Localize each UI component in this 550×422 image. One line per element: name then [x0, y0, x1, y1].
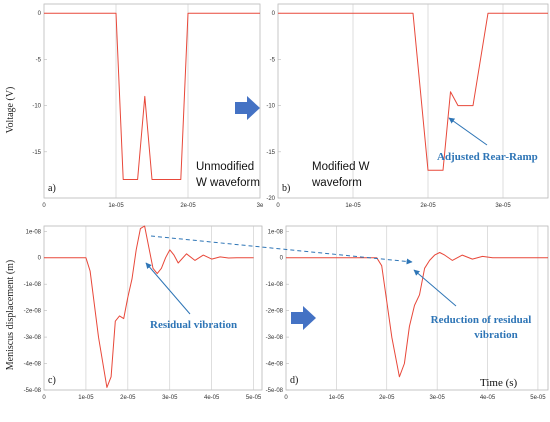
- x-tick-label: 0: [284, 395, 288, 401]
- panel-d: 0 1e-05 2e-05 3e-05 4e-05 5e-05 1e-08 0 -1e-08 -2…: [266, 225, 549, 401]
- panel-b: 0 1e-05 2e-05 3e-05 0 -5 -10 -15 -20 b): [266, 3, 549, 209]
- annotation-modified-line2: waveform: [311, 177, 362, 189]
- x-tick-label: 0: [276, 203, 280, 209]
- series-line-d: [286, 252, 548, 378]
- y-tick-label: -4e-08: [266, 362, 284, 368]
- y-axis-label-voltage: Voltage (V): [5, 87, 16, 134]
- x-tick-label: 1e-05: [345, 203, 361, 209]
- y-tick-label: -4e-08: [24, 362, 42, 368]
- x-tick-label: 4e-05: [204, 395, 220, 401]
- panel-label-d: d): [290, 375, 298, 386]
- transition-arrow-top-icon: [235, 96, 260, 120]
- annotation-reduction-line1: Reduction of residual: [431, 314, 532, 326]
- x-tick-label: 0: [42, 395, 46, 401]
- x-tick-label: 2e-05: [120, 395, 136, 401]
- pointer-arrow-residual-icon: [145, 262, 191, 315]
- y-tick-label: 0: [280, 256, 284, 262]
- annotation-adjusted-rear-ramp: Adjusted Rear-Ramp: [437, 151, 538, 163]
- y-tick-label: -2e-08: [266, 309, 284, 315]
- transition-arrow-bottom-icon: [291, 306, 316, 330]
- x-tick-label: 2e-05: [379, 395, 395, 401]
- x-tick-label: 4e-05: [480, 395, 496, 401]
- panel-label-b: b): [282, 183, 290, 194]
- x-tick-label: 3e-05: [429, 395, 445, 401]
- x-tick-label: 3e-05: [162, 395, 178, 401]
- y-tick-label: -5: [270, 57, 276, 63]
- comparison-dashed-arrow-icon: [150, 235, 413, 265]
- y-tick-label: -5e-08: [266, 388, 284, 394]
- x-tick-label: 3e: [257, 203, 264, 209]
- annotation-unmodified-line1: Unmodified: [196, 161, 254, 173]
- y-tick-label: -1e-08: [24, 282, 42, 288]
- y-tick-label: -3e-08: [266, 335, 284, 341]
- pointer-arrow-rear-ramp-icon: [448, 117, 488, 146]
- panel-label-a: a): [48, 183, 56, 194]
- x-tick-label: 5e-05: [246, 395, 262, 401]
- y-tick-label: -1e-08: [266, 282, 284, 288]
- series-line-c: [44, 225, 254, 388]
- series-line-a: [44, 12, 260, 180]
- y-axis-label-displacement: Meniscus displacement (m): [5, 260, 16, 371]
- annotation-residual-vibration: Residual vibration: [150, 319, 237, 331]
- x-tick-label: 1e-05: [78, 395, 94, 401]
- y-tick-label: 1e-08: [268, 229, 284, 235]
- y-tick-label: -15: [32, 150, 41, 156]
- x-tick-label: 0: [42, 203, 46, 209]
- y-tick-label: -10: [32, 104, 41, 110]
- y-tick-label: -2e-08: [24, 309, 42, 315]
- y-tick-label: -5: [36, 57, 42, 63]
- y-tick-label: 0: [38, 11, 42, 17]
- panel-c: 0 1e-05 2e-05 3e-05 4e-05 5e-05 1e-08 0 -1e-08 -2…: [24, 225, 263, 401]
- plot-frame-c: [43, 225, 263, 391]
- plot-frame-d: [285, 225, 549, 391]
- x-tick-label: 2e-05: [420, 203, 436, 209]
- annotation-reduction-line2: vibration: [474, 329, 517, 341]
- y-tick-label: 1e-08: [26, 229, 42, 235]
- panel-label-c: c): [48, 375, 56, 386]
- x-tick-label: 5e-05: [530, 395, 546, 401]
- y-tick-label: -15: [266, 150, 275, 156]
- y-tick-label: -20: [266, 196, 275, 202]
- pointer-arrow-reduction-icon: [413, 269, 457, 307]
- annotation-unmodified-line2: W waveform: [196, 177, 260, 189]
- y-tick-label: 0: [272, 11, 276, 17]
- y-tick-label: 0: [38, 256, 42, 262]
- x-tick-label: 1e-05: [329, 395, 345, 401]
- plot-frame-a: [43, 3, 261, 199]
- x-tick-label: 2e-05: [180, 203, 196, 209]
- annotation-modified-line1: Modified W: [312, 161, 370, 173]
- y-tick-label: -5e-08: [24, 388, 42, 394]
- x-tick-label: 1e-05: [108, 203, 124, 209]
- panel-a: 0 1e-05 2e-05 3e 0 -5 -10 -15 a): [32, 3, 264, 209]
- y-tick-label: -10: [266, 104, 275, 110]
- x-tick-label: 3e-05: [495, 203, 511, 209]
- series-line-b: [278, 12, 548, 171]
- time-axis-label: Time (s): [480, 377, 518, 389]
- y-tick-label: -3e-08: [24, 335, 42, 341]
